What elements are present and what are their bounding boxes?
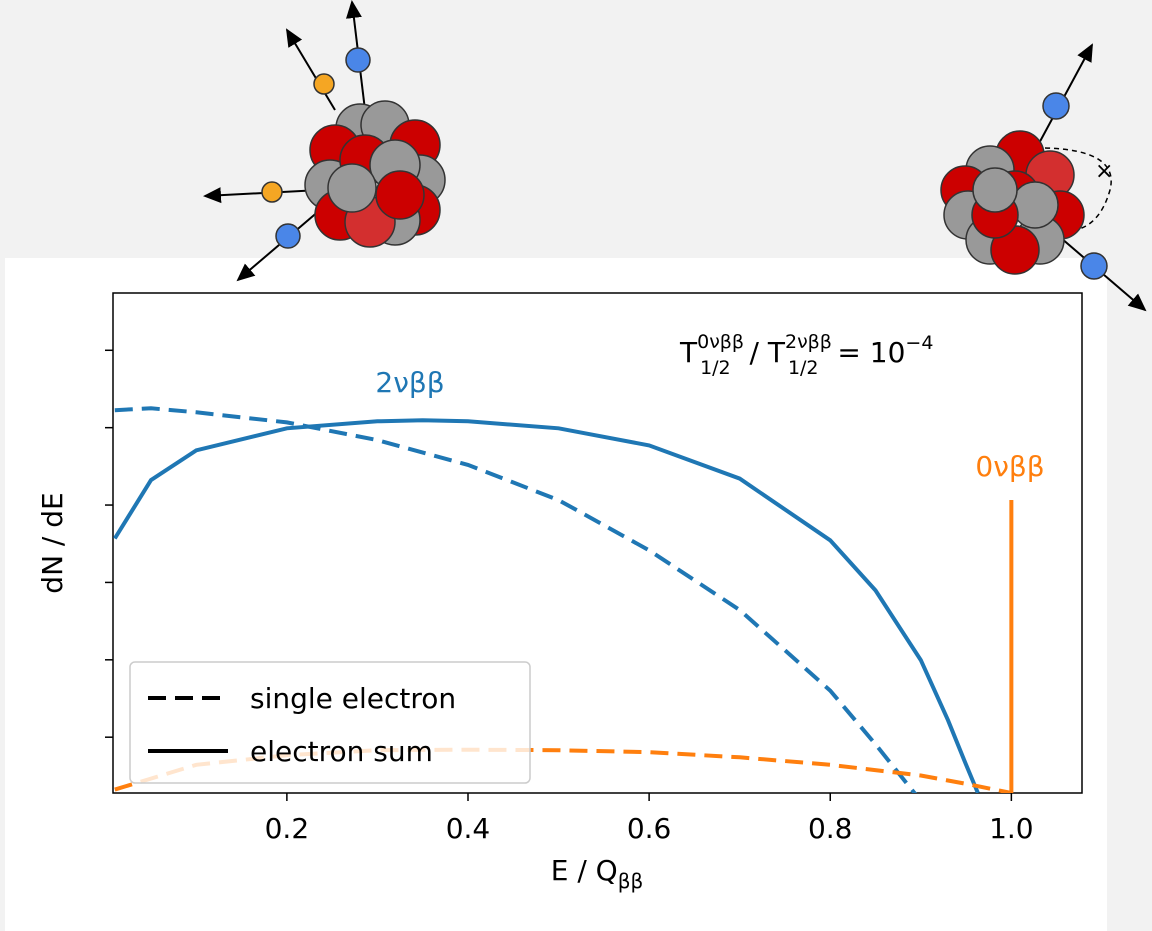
legend-label: electron sum — [250, 735, 433, 768]
ann-part: 2νββ — [785, 331, 832, 353]
x-tick-label: 0.8 — [808, 812, 853, 845]
x-tick-label: 0.2 — [265, 812, 310, 845]
nucleus-illustration — [203, 0, 446, 282]
nucleus-illustration: × — [940, 43, 1147, 312]
y-axis-label: dN / dE — [36, 492, 69, 593]
curve-label: 2νββ — [375, 366, 444, 399]
x-axis-label-sub: ββ — [618, 869, 644, 893]
plot-lines — [113, 406, 1014, 793]
ann-part: / T — [741, 336, 786, 369]
curve-label: 0νββ — [975, 450, 1044, 483]
plot-background — [5, 258, 1107, 931]
ann-part: = 10 — [829, 336, 906, 369]
cross-mark: × — [1095, 159, 1113, 184]
ann-part: T — [679, 336, 698, 369]
x-tick-label: 0.4 — [446, 812, 491, 845]
ratio-annotation: T0νββ 1/2 / T2νββ 1/2 = 10−4 — [679, 331, 933, 379]
axes-frame — [112, 292, 1083, 794]
ann-part: −4 — [905, 332, 933, 354]
series-line — [114, 406, 918, 793]
ann-part: 1/2 — [788, 357, 819, 379]
series-line — [114, 747, 1012, 793]
legend-box — [129, 661, 531, 784]
x-axis-label-text: E / Q — [551, 854, 618, 887]
x-tick-label: 0.6 — [627, 812, 672, 845]
x-tick-label: 1.0 — [989, 812, 1034, 845]
legend-label: single electron — [250, 682, 456, 715]
ann-part: 0νββ — [697, 331, 744, 353]
series-line — [113, 418, 980, 793]
x-axis-label: E / Qββ — [551, 854, 644, 893]
ann-part: 1/2 — [700, 357, 731, 379]
